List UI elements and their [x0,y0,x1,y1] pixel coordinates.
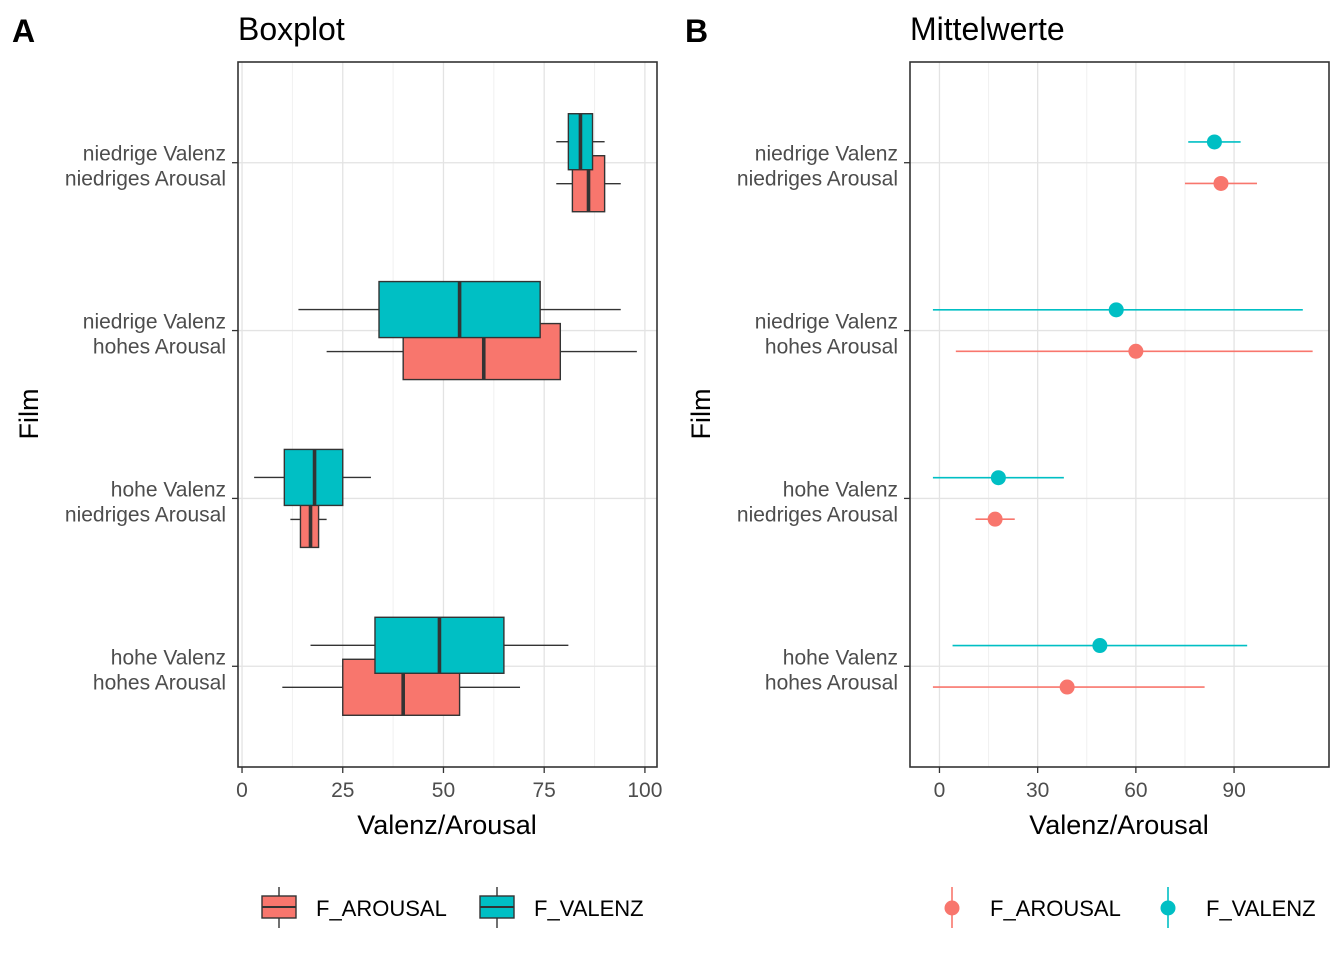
x-tick-label: 50 [432,779,455,802]
x-tick-label: 25 [331,779,354,802]
y-tick-label: hohes Arousal [93,671,226,694]
y-tick-label: niedriges Arousal [737,168,898,191]
x-tick-label: 100 [627,779,662,802]
y-tick-label: niedrige Valenz [755,311,898,334]
y-tick-label: niedrige Valenz [83,143,226,166]
y-axis-title-b: Film [686,389,716,440]
y-tick-label: niedrige Valenz [755,143,898,166]
panel-border [237,61,658,768]
x-tick-label: 0 [236,779,248,802]
y-tick-label: hohe Valenz [111,478,226,501]
y-tick-label: hohes Arousal [765,336,898,359]
y-tick-label: hohe Valenz [783,478,898,501]
y-tick-label: hohe Valenz [111,646,226,669]
x-tick-label: 30 [1026,779,1049,802]
y-tick-label: hohes Arousal [93,336,226,359]
mean-point-f_valenz [1206,134,1222,150]
x-axis-title-b: Valenz/Arousal [1029,810,1209,840]
y-tick-label: niedriges Arousal [65,503,226,526]
mean-point-f_valenz [1092,638,1108,654]
panel-border [909,61,1330,768]
legend-means: F_AROUSAL F_VALENZ [944,887,1316,928]
y-tick-label: niedriges Arousal [65,168,226,191]
panel-b-title: Mittelwerte [910,11,1065,47]
legend-label-valenz: F_VALENZ [534,896,644,921]
mean-point-f_arousal [987,511,1003,527]
panel-b-tag: B [685,13,708,49]
x-axis-title-a: Valenz/Arousal [357,810,537,840]
mean-point-f_arousal [1213,175,1229,191]
panel-a-title: Boxplot [238,11,345,47]
y-tick-label: hohes Arousal [765,671,898,694]
mean-point-f_valenz [1108,302,1124,318]
legend-label-arousal: F_AROUSAL [316,896,447,921]
x-tick-label: 0 [934,779,946,802]
panel-a-tag: A [12,13,35,49]
y-axis-title-a: Film [14,389,44,440]
x-tick-label: 90 [1222,779,1245,802]
legend-label-valenz-b: F_VALENZ [1206,896,1316,921]
x-tick-label: 75 [533,779,556,802]
legend-point-valenz [1160,900,1176,916]
legend-label-arousal-b: F_AROUSAL [990,896,1121,921]
y-tick-label: niedrige Valenz [83,311,226,334]
mean-point-f_arousal [1128,343,1144,359]
y-tick-label: hohe Valenz [783,646,898,669]
y-tick-label: niedriges Arousal [737,503,898,526]
x-tick-label: 60 [1124,779,1147,802]
mean-point-f_valenz [990,470,1006,486]
legend-boxplot: F_AROUSAL F_VALENZ [261,887,644,928]
mean-point-f_arousal [1059,679,1075,695]
legend-point-arousal [944,900,960,916]
